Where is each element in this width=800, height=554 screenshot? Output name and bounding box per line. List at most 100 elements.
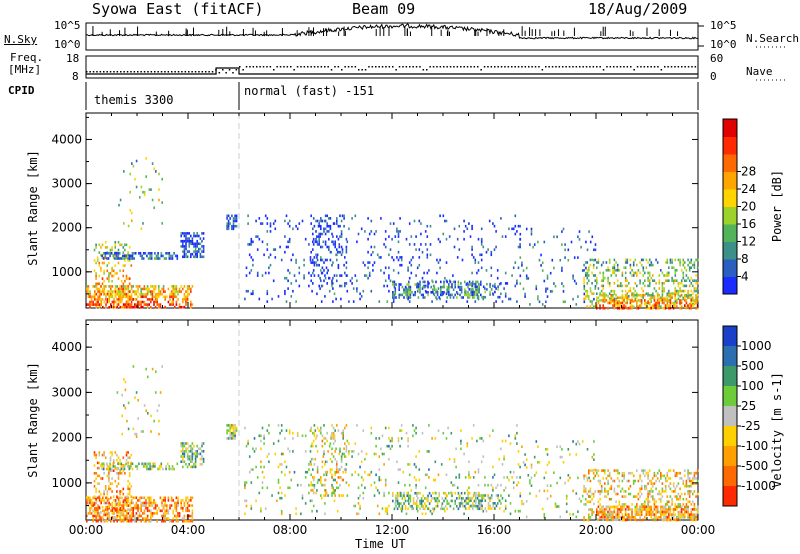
velocity-cell — [311, 442, 313, 445]
velocity-cell — [150, 496, 152, 500]
power-cell — [634, 271, 637, 275]
velocity-cell — [119, 496, 122, 500]
velocity-cell — [525, 500, 528, 503]
power-cell — [409, 293, 412, 297]
velocity-cell — [583, 477, 585, 480]
power-cell — [303, 274, 305, 277]
power-cell — [269, 263, 272, 267]
velocity-cell — [109, 467, 111, 471]
velocity-cell — [621, 503, 624, 506]
velocity-cell — [323, 450, 325, 453]
power-cell — [436, 271, 438, 275]
velocity-cell — [594, 474, 597, 478]
velocity-cell — [135, 512, 138, 515]
nsearch-top-tick: 10^5 — [710, 19, 737, 32]
power-cell — [320, 232, 322, 236]
velocity-cell — [120, 518, 123, 522]
power-cell — [586, 282, 589, 285]
power-cell — [104, 252, 107, 255]
power-cell — [427, 283, 429, 286]
nave-point — [551, 66, 554, 68]
power-cell — [684, 261, 686, 264]
power-cell — [440, 288, 442, 291]
power-cell — [596, 292, 598, 295]
velocity-cell — [359, 507, 361, 510]
freq-bottom-tick: 8 — [72, 70, 79, 83]
nave-point — [194, 71, 197, 73]
power-cell — [661, 271, 664, 275]
power-cell — [120, 305, 123, 309]
power-cell — [135, 303, 138, 306]
velocity-cell — [516, 483, 518, 487]
power-cell — [417, 296, 420, 299]
power-cell — [519, 245, 521, 249]
power-cell — [170, 303, 173, 306]
power-cell — [615, 261, 617, 264]
power-cell — [125, 285, 128, 288]
power-cell — [671, 261, 673, 264]
freq-line — [86, 67, 698, 75]
power-cell — [477, 295, 480, 298]
velocity-cell — [621, 518, 624, 522]
velocity-cell — [405, 512, 408, 516]
power-cell — [131, 162, 133, 165]
power-cell — [495, 287, 497, 290]
velocity-cell — [135, 501, 138, 505]
power-cell — [446, 296, 448, 299]
power-cell — [126, 257, 129, 260]
power-cell — [615, 301, 617, 305]
power-cell — [119, 298, 122, 301]
velocity-cell — [599, 490, 601, 493]
velocity-cell — [661, 487, 664, 491]
power-cell — [672, 306, 675, 310]
velocity-cell — [637, 492, 640, 496]
power-cell — [652, 293, 654, 297]
velocity-cell — [250, 468, 253, 471]
velocity-cell — [308, 468, 310, 471]
velocity-cell — [695, 477, 697, 480]
power-cell — [344, 271, 346, 275]
power-cell — [624, 296, 627, 300]
power-cell — [340, 284, 343, 288]
velocity-cell — [490, 483, 493, 487]
velocity-cell — [177, 496, 179, 500]
power-cell — [583, 300, 586, 304]
velocity-cell — [481, 496, 483, 500]
velocity-cell — [482, 439, 485, 443]
power-cell — [486, 288, 488, 291]
velocity-cell — [399, 444, 401, 448]
power-cell — [680, 301, 683, 305]
power-cell — [636, 305, 638, 308]
power-cell — [165, 252, 167, 255]
power-cell — [149, 252, 151, 255]
velocity-cell — [661, 508, 664, 511]
velocity-cell — [188, 499, 190, 502]
velocity-cell — [653, 471, 656, 475]
velocity-cell — [692, 500, 694, 504]
velocity-cell — [248, 470, 251, 474]
velocity-cell — [146, 517, 149, 520]
velocity-cell — [600, 484, 603, 488]
velocity-cell — [244, 483, 246, 487]
velocity-cell — [332, 478, 335, 482]
velocity-cell — [589, 500, 592, 504]
power-cell — [183, 234, 186, 238]
power-cell — [521, 264, 523, 267]
velocity-cell — [331, 452, 333, 456]
velocity-cell — [357, 452, 360, 456]
velocity-cell — [424, 502, 426, 505]
power-cell — [318, 222, 320, 225]
power-cell — [124, 259, 126, 262]
power-cell — [577, 295, 579, 298]
power-cell — [692, 299, 694, 302]
power-cell — [626, 258, 629, 262]
velocity-cell — [308, 463, 310, 466]
velocity-cell — [687, 477, 689, 480]
velocity-cell — [340, 465, 343, 469]
velocity-cell — [562, 461, 565, 464]
power-cell — [679, 287, 681, 290]
power-cell — [695, 258, 697, 262]
power-cell — [124, 243, 126, 247]
velocity-cell — [415, 455, 417, 458]
power-cell — [397, 258, 400, 262]
